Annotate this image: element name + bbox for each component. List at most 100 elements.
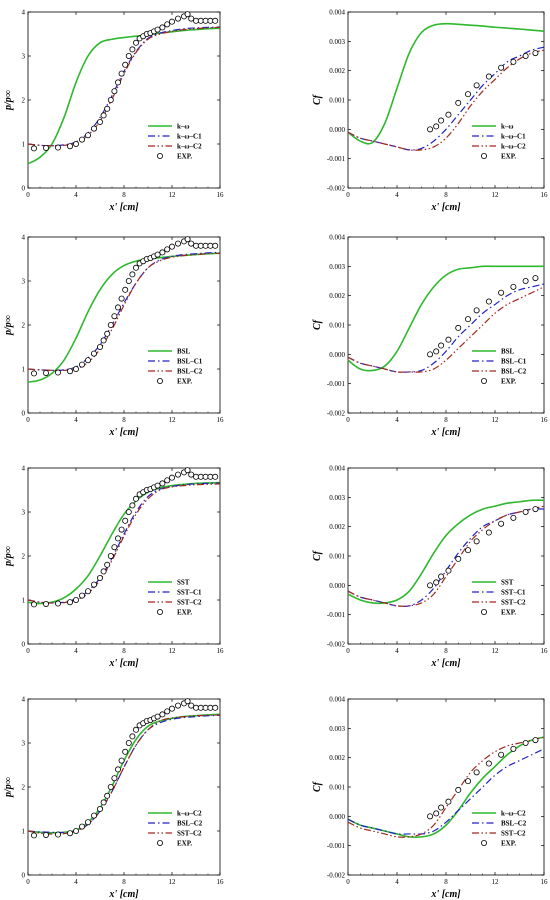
x-axis-label: x' [cm] <box>430 427 461 438</box>
data-point <box>485 760 492 767</box>
x-tick-label: 0 <box>26 191 30 199</box>
data-point <box>91 125 98 132</box>
data-point <box>111 544 118 551</box>
data-point <box>104 792 111 799</box>
legend: k–ω–C2 BSL–C2 SST–C2 EXP. <box>148 810 203 848</box>
data-point <box>184 236 191 243</box>
legend-label: SST–C1 <box>177 589 202 597</box>
legend-marker <box>480 609 487 616</box>
exp-markers <box>30 698 219 839</box>
legend-label: k–ω <box>177 123 190 131</box>
data-point <box>115 766 122 773</box>
data-point <box>427 351 434 358</box>
data-point <box>67 599 74 606</box>
data-point <box>473 82 480 89</box>
data-point <box>473 769 480 776</box>
x-tick-label: 0 <box>346 878 350 886</box>
data-point <box>174 240 181 247</box>
data-point <box>129 502 136 509</box>
data-point <box>100 568 107 575</box>
x-tick-label: 12 <box>169 647 177 655</box>
data-point <box>107 97 114 104</box>
x-tick-label: 12 <box>492 191 500 199</box>
data-point <box>111 88 118 95</box>
x-tick-label: 8 <box>122 191 126 199</box>
x-tick-label: 12 <box>169 416 177 424</box>
y-axis-label: Cf <box>312 318 323 330</box>
data-point <box>43 831 50 838</box>
chart-panel-4: 0 4 8 12 16 -0.002 -0.001 0.000 0.001 0.002 0.003 0… <box>312 234 548 439</box>
legend-label: EXP. <box>177 609 192 617</box>
data-point <box>188 702 195 709</box>
y-tick-label: 0.002 <box>329 754 345 762</box>
y-tick-label: 2 <box>22 97 26 105</box>
x-tick-label: 4 <box>74 647 78 655</box>
data-point <box>174 15 181 22</box>
y-axis-label: p/p∞ <box>3 777 14 798</box>
legend-label: BSL–C2 <box>501 368 527 376</box>
series-line-2 <box>27 482 221 604</box>
plot-frame <box>347 467 545 645</box>
series-line-3 <box>347 736 545 838</box>
data-point <box>111 313 118 320</box>
data-point <box>118 295 125 302</box>
data-point <box>184 467 191 474</box>
x-axis-label: x' [cm] <box>108 427 139 438</box>
y-tick-label: -0.002 <box>327 872 346 880</box>
data-point <box>184 698 191 705</box>
data-point <box>67 368 74 375</box>
legend-label: BSL <box>177 348 191 356</box>
y-tick-label: -0.002 <box>327 641 346 649</box>
y-tick-label: 3 <box>22 740 26 748</box>
y-tick-label: 0 <box>22 185 26 193</box>
legend-label: EXP. <box>177 840 192 848</box>
data-point <box>125 740 132 747</box>
data-point <box>85 819 92 826</box>
legend-label: EXP. <box>501 609 516 617</box>
x-axis-label: x' [cm] <box>430 889 461 900</box>
x-tick-label: 4 <box>74 878 78 886</box>
data-point <box>164 21 171 28</box>
data-point <box>107 553 114 560</box>
data-point <box>125 53 132 60</box>
legend-label: BSL–C1 <box>501 358 527 366</box>
data-point <box>184 11 191 18</box>
data-point <box>522 740 529 747</box>
data-point <box>115 79 122 86</box>
data-point <box>97 119 104 126</box>
data-point <box>115 535 122 542</box>
x-tick-label: 12 <box>492 647 500 655</box>
chart-panel-2: 0 4 8 12 16 -0.002 -0.001 0.000 0.001 0.002 0.003 0… <box>312 9 548 214</box>
data-point <box>212 242 219 249</box>
data-point <box>498 751 505 758</box>
x-tick-label: 4 <box>395 878 399 886</box>
data-point <box>67 143 74 150</box>
data-point <box>532 506 539 513</box>
data-point <box>485 529 492 536</box>
y-tick-label: 0.002 <box>329 67 345 75</box>
data-point <box>465 547 472 554</box>
data-point <box>510 514 517 521</box>
y-tick-label: 0.001 <box>329 553 345 561</box>
x-tick-label: 16 <box>217 416 225 424</box>
y-tick-label: -0.001 <box>327 380 346 388</box>
data-point <box>55 144 62 151</box>
y-tick-label: -0.002 <box>327 410 346 418</box>
data-point <box>465 778 472 785</box>
data-point <box>85 588 92 595</box>
y-tick-label: 0.001 <box>329 784 345 792</box>
legend-label: SST–C2 <box>501 599 526 607</box>
x-tick-label: 12 <box>169 878 177 886</box>
x-tick-label: 16 <box>541 647 549 655</box>
data-point <box>43 600 50 607</box>
y-tick-label: 0.003 <box>329 725 345 733</box>
x-tick-label: 16 <box>541 878 549 886</box>
data-point <box>485 73 492 80</box>
data-point <box>73 365 80 372</box>
data-point <box>100 799 107 806</box>
y-tick-label: 0.004 <box>329 696 345 704</box>
data-point <box>55 831 62 838</box>
x-tick-label: 4 <box>74 191 78 199</box>
